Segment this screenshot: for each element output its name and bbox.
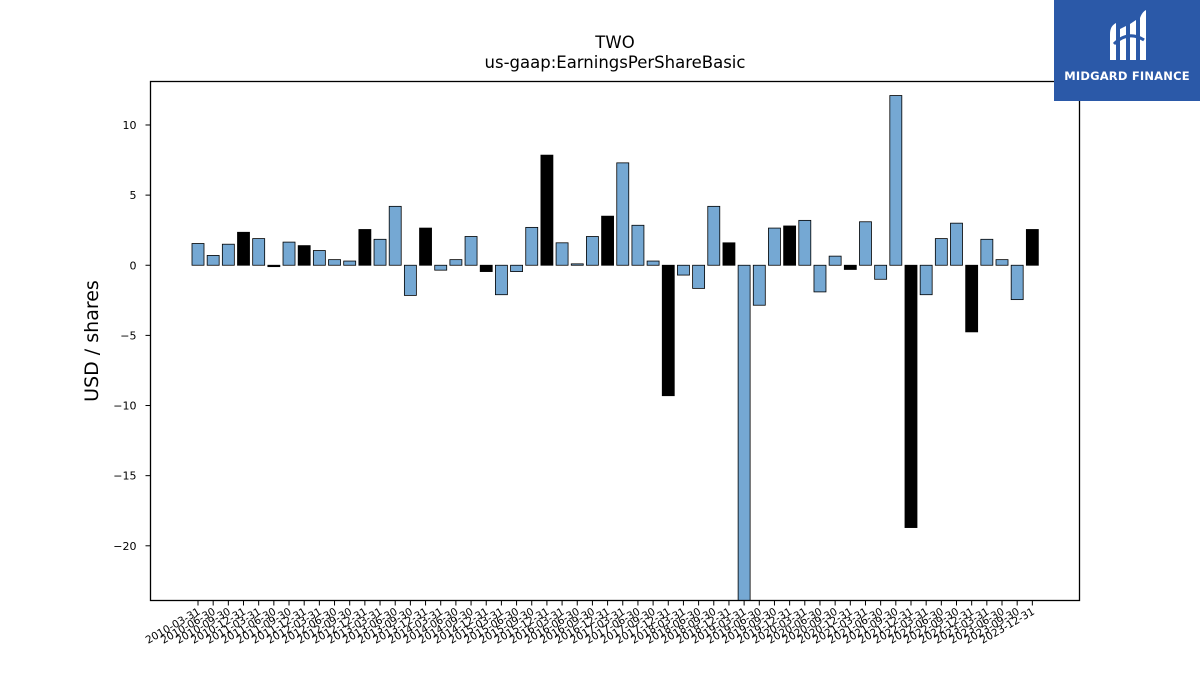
brand-name: MIDGARD FINANCE [1064, 69, 1190, 83]
bar [752, 264, 766, 306]
bar [343, 260, 357, 266]
bar [601, 215, 614, 266]
bar [980, 238, 994, 266]
brand-mark-icon [1054, 0, 1200, 101]
y-tick-label: −15 [113, 470, 136, 483]
bar [221, 243, 235, 266]
bar [859, 221, 872, 266]
bar [616, 162, 630, 266]
bar [525, 226, 539, 266]
bar [934, 238, 948, 266]
bar [828, 255, 842, 266]
bar [373, 238, 387, 266]
bar [677, 264, 690, 276]
bar [449, 259, 463, 266]
bar [646, 260, 660, 266]
bar [768, 227, 781, 266]
bar [919, 264, 933, 296]
bar [328, 259, 341, 266]
bar [874, 264, 888, 280]
y-tick-label: −10 [113, 400, 136, 413]
chart-title: TWO [594, 33, 634, 52]
bar [631, 224, 645, 266]
bar [843, 264, 857, 270]
bars [191, 95, 1039, 601]
bar [889, 95, 903, 266]
bar [464, 236, 478, 266]
bar [555, 242, 569, 266]
bar [479, 264, 493, 272]
bar [191, 243, 205, 266]
y-tick-label: −20 [113, 540, 136, 553]
bar [540, 154, 554, 266]
bar [358, 229, 372, 266]
bar [692, 264, 706, 289]
brand-background [1054, 0, 1200, 101]
bar [661, 264, 675, 397]
bar [1025, 229, 1039, 266]
bar [586, 236, 599, 266]
bar [252, 238, 266, 266]
bar [388, 205, 402, 266]
bar [570, 263, 584, 266]
bar [737, 264, 751, 601]
y-tick-label: 0 [130, 259, 137, 272]
bar [707, 205, 721, 266]
bar [722, 242, 736, 266]
bar [494, 264, 508, 296]
y-tick-label: 10 [123, 119, 137, 132]
y-ticks: −20 −15 −10 −5 0 5 10 [113, 119, 151, 553]
y-tick-label: 5 [130, 189, 137, 202]
bar [282, 241, 296, 266]
bar [434, 264, 448, 271]
bar [813, 264, 827, 293]
bar [798, 219, 812, 266]
bar [965, 264, 979, 333]
chart-subtitle: us-gaap:EarningsPerShareBasic [485, 53, 746, 72]
bar [904, 264, 918, 528]
bar [419, 227, 432, 266]
bar [206, 255, 220, 266]
brand-logo: MIDGARD FINANCE [1054, 0, 1200, 101]
bar [267, 264, 281, 268]
bar [783, 225, 797, 266]
bar [403, 264, 417, 296]
bar [510, 264, 523, 272]
y-tick-label: −5 [120, 329, 136, 342]
bar [237, 231, 250, 266]
bar [995, 259, 1009, 266]
bar [297, 245, 311, 266]
x-ticks: 2010-03-312010-06-302010-09-302010-12-31… [144, 600, 1037, 647]
y-axis-label: USD / shares [81, 280, 103, 402]
bar [312, 250, 326, 266]
plot-frame [149, 80, 1081, 602]
bar [1010, 264, 1024, 301]
bar [950, 222, 963, 266]
